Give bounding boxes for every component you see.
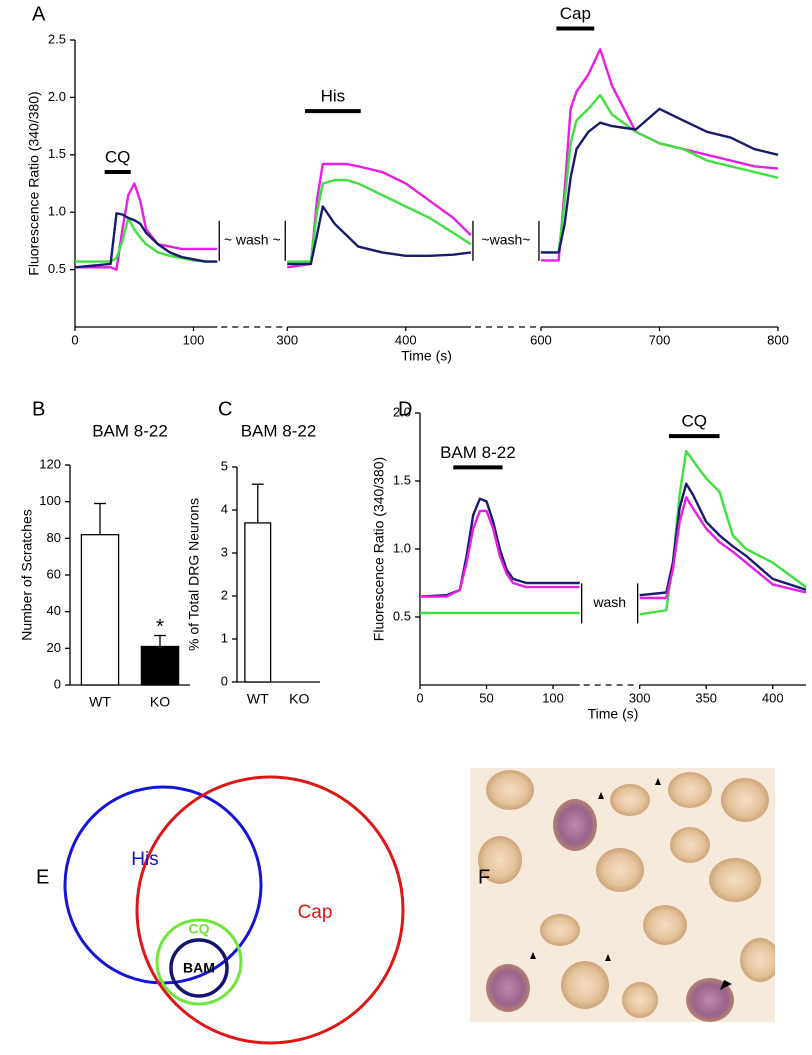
x-axis-label: Time (s) [401,348,452,364]
y-tick-label: 3 [221,544,228,559]
y-axis-label: Fluorescence Ratio (340/380) [371,457,387,641]
significance-marker: * [156,616,164,638]
bar [140,645,180,686]
y-tick-label: 2.0 [393,404,411,419]
x-tick-label: 100 [183,332,205,347]
x-tick-label: 600 [530,332,552,347]
y-axis-label: Fluorescence Ratio (340/380) [26,91,42,275]
venn-label: BAM [183,960,215,976]
x-tick-label: 0 [71,332,78,347]
cq-circle [155,918,243,1006]
micrograph: F [470,768,775,1022]
series-line [419,497,580,598]
series-line [420,509,580,598]
y-tick-label: 60 [47,566,61,581]
y-tick-label: 40 [47,603,61,618]
x-axis-label: Time (s) [588,706,639,722]
series-line [287,178,472,263]
y-tick-label: 1.0 [48,204,66,219]
chart-panel: A 0.5 1.0 1.5 2.0 2.5 Fluorescence Ratio (340/… [26,3,789,363]
break-label: ~ wash ~ [224,232,281,248]
venn-diagram: E His Cap CQ BAM [36,775,405,1045]
x-tick-label: WT [89,694,111,710]
series-line [540,107,779,254]
y-tick-label: 0 [54,676,61,691]
x-tick-label: KO [150,694,170,710]
chart-title: BAM 8-22 [92,421,168,440]
bar [244,522,272,683]
x-tick-label: 100 [542,690,564,705]
y-tick-label: 2.0 [48,89,66,104]
stimulus-label: BAM 8-22 [440,443,516,462]
bar [80,534,120,686]
panel-label: C [218,398,232,420]
panel-label: D [398,398,412,420]
y-tick-label: 0 [221,673,228,688]
series-line [540,93,779,254]
break-label: wash [592,594,626,610]
x-tick-label: 800 [767,332,789,347]
y-tick-label: 100 [39,493,61,508]
chart-panel: B 0 20 40 60 80 100 120 Number of Scratches WT KO *… [19,398,190,710]
chart-panel: C 0 1 2 3 4 5 % of Total DRG Neurons WT KO BAM 8-2… [186,398,320,707]
y-tick-label: 120 [39,456,61,471]
y-axis-label: % of Total DRG Neurons [186,498,202,651]
series-line [639,482,807,597]
y-tick-label: 1.0 [393,540,411,555]
series-line [287,205,472,266]
y-tick-label: 0.5 [393,608,411,623]
y-tick-label: 20 [47,640,61,655]
x-tick-label: KO [289,691,309,707]
chart-title: BAM 8-22 [241,421,317,440]
panel-label: E [36,866,49,888]
panel-label: B [32,398,45,420]
his-circle [63,785,263,985]
series-line [639,496,807,600]
x-tick-label: 700 [649,332,671,347]
venn-label: Cap [298,902,333,923]
series-line [639,449,807,616]
x-tick-label: 50 [479,690,493,705]
panel-label: A [32,3,46,25]
stimulus-label: Cap [560,4,591,23]
y-tick-label: 4 [221,501,228,516]
y-tick-label: 2 [221,587,228,602]
y-axis-label: Number of Scratches [19,509,35,641]
y-tick-label: 1 [221,630,228,645]
y-tick-label: 0.5 [48,261,66,276]
venn-label: His [131,849,158,870]
x-tick-label: 350 [695,690,717,705]
series-line [75,182,218,271]
cells [478,770,775,1022]
panel-label: F [478,866,490,888]
x-tick-label: 300 [629,690,651,705]
series-line [540,48,779,262]
y-tick-label: 2.5 [48,31,66,46]
chart-panel: D 0.5 1.0 1.5 2.0 Fluorescence Ratio (340/380… [371,398,807,722]
x-tick-label: WT [247,691,269,707]
bam-circle [169,938,229,998]
y-tick-label: 1.5 [48,146,66,161]
stimulus-label: CQ [105,148,131,167]
stimulus-label: His [321,87,346,106]
y-tick-label: 5 [221,458,228,473]
arrowheads [530,778,732,990]
x-tick-label: 0 [416,690,423,705]
cap-circle [135,775,405,1045]
y-tick-label: 80 [47,530,61,545]
venn-label: CQ [189,921,210,937]
x-tick-label: 400 [762,690,784,705]
x-tick-label: 300 [276,332,298,347]
break-label: ~wash~ [481,232,530,248]
stimulus-label: CQ [681,412,707,431]
x-tick-label: 400 [395,332,417,347]
series-line [74,212,218,269]
y-tick-label: 1.5 [393,472,411,487]
